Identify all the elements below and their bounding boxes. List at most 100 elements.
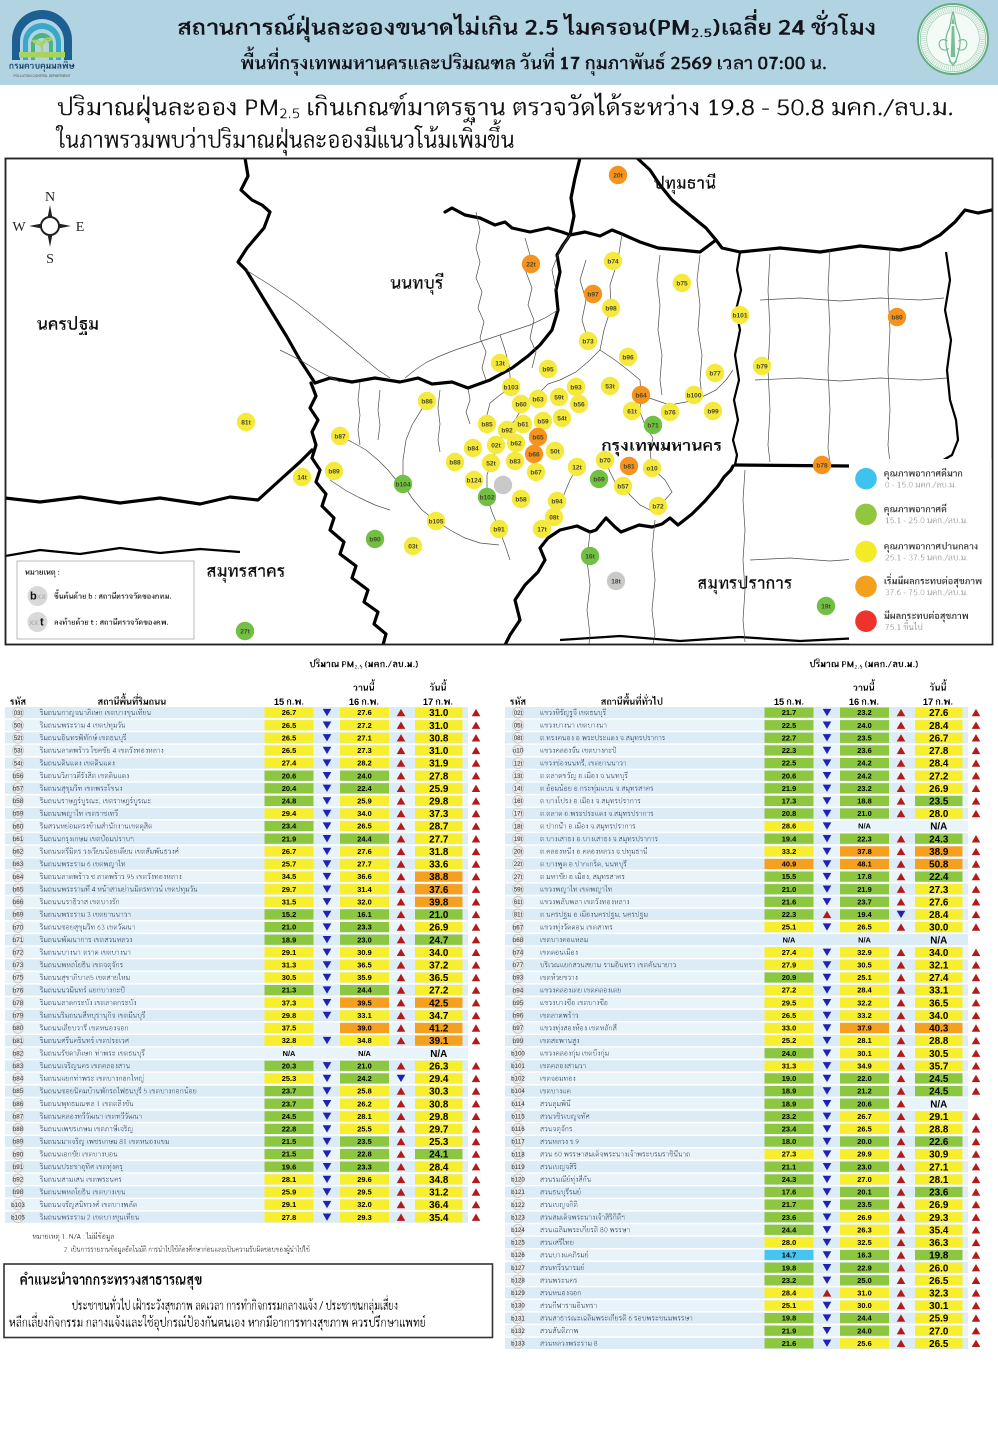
- svg-text:23.4: 23.4: [782, 1125, 797, 1134]
- svg-text:15: 15: [274, 697, 284, 707]
- svg-text:b59: b59: [13, 811, 24, 818]
- svg-text:48.1: 48.1: [857, 860, 871, 869]
- svg-text:27.3: 27.3: [929, 885, 949, 896]
- svg-text:23.2: 23.2: [857, 784, 871, 793]
- svg-text:20t: 20t: [613, 172, 623, 179]
- svg-text:16.1: 16.1: [357, 910, 371, 919]
- svg-text:b63: b63: [532, 396, 544, 403]
- svg-text:b78: b78: [816, 462, 828, 469]
- svg-text:19t: 19t: [514, 836, 523, 843]
- svg-text:b104: b104: [511, 1088, 525, 1095]
- svg-text:b101: b101: [732, 312, 747, 319]
- svg-text:24.4: 24.4: [357, 834, 372, 843]
- svg-text:N/A: N/A: [930, 822, 947, 833]
- svg-text:19.8: 19.8: [929, 1251, 949, 1262]
- svg-text:20.0: 20.0: [857, 1137, 871, 1146]
- svg-text:20.6: 20.6: [782, 771, 796, 780]
- svg-text:24.8: 24.8: [282, 797, 296, 806]
- svg-text:33.0: 33.0: [782, 1024, 796, 1033]
- svg-text:b67: b67: [530, 469, 542, 476]
- svg-text:b71: b71: [647, 422, 659, 429]
- svg-text:b57: b57: [617, 483, 629, 490]
- svg-text:36.3: 36.3: [929, 1238, 949, 1249]
- svg-text:27.4: 27.4: [282, 759, 297, 768]
- svg-text:32.0: 32.0: [357, 897, 371, 906]
- svg-text:b76: b76: [13, 987, 24, 994]
- svg-text:22.3: 22.3: [782, 910, 796, 919]
- svg-text:29.9: 29.9: [857, 1150, 871, 1159]
- svg-text:23.6: 23.6: [929, 1188, 949, 1199]
- svg-text:33.6: 33.6: [429, 860, 449, 871]
- svg-text:26.5: 26.5: [857, 1125, 871, 1134]
- svg-text:b75: b75: [13, 975, 24, 982]
- svg-text:23.2: 23.2: [782, 1112, 796, 1121]
- svg-text:35.4: 35.4: [429, 1213, 449, 1224]
- svg-text:b86: b86: [421, 398, 433, 405]
- svg-text:b98: b98: [605, 305, 617, 312]
- svg-text:14t: 14t: [297, 474, 307, 481]
- svg-text:26.5: 26.5: [857, 923, 871, 932]
- svg-text:17: 17: [423, 697, 433, 707]
- svg-text:08t: 08t: [514, 735, 523, 742]
- svg-text:27.8: 27.8: [429, 771, 449, 782]
- svg-text:36.5: 36.5: [929, 998, 949, 1009]
- svg-text:b61: b61: [13, 836, 24, 843]
- svg-text:24.2: 24.2: [857, 759, 871, 768]
- svg-text:27.1: 27.1: [357, 733, 371, 742]
- svg-text:24.0: 24.0: [857, 721, 871, 730]
- svg-text:19.8: 19.8: [782, 1314, 796, 1323]
- svg-text:29.1: 29.1: [282, 948, 296, 957]
- svg-text:b80: b80: [13, 1025, 24, 1032]
- svg-text:41.2: 41.2: [429, 1024, 449, 1035]
- svg-text:24.0: 24.0: [782, 1049, 796, 1058]
- svg-text:35.9: 35.9: [357, 973, 371, 982]
- svg-text:59t: 59t: [514, 886, 523, 893]
- svg-text:b101: b101: [511, 1063, 525, 1070]
- svg-text:39.8: 39.8: [429, 897, 449, 908]
- svg-text:b81: b81: [13, 1038, 24, 1045]
- svg-text:b99: b99: [707, 408, 719, 415]
- svg-text:59t: 59t: [554, 394, 564, 401]
- svg-text:b62: b62: [510, 440, 522, 447]
- svg-text:b103: b103: [503, 384, 518, 391]
- svg-text:xx: xx: [37, 591, 47, 601]
- svg-text:25.6: 25.6: [857, 1339, 871, 1348]
- svg-text:21.0: 21.0: [282, 923, 296, 932]
- svg-text:33.1: 33.1: [929, 986, 949, 997]
- svg-text:25.1: 25.1: [782, 1301, 796, 1310]
- svg-text:28.4: 28.4: [782, 1289, 797, 1298]
- svg-text:28.1: 28.1: [857, 1036, 871, 1045]
- svg-text:b84: b84: [467, 445, 479, 452]
- svg-text:N/A: N/A: [858, 935, 871, 944]
- svg-text:N/A: N/A: [858, 822, 871, 831]
- svg-text:b118: b118: [511, 1151, 525, 1158]
- svg-text:37.9: 37.9: [857, 1024, 871, 1033]
- svg-text:b68: b68: [513, 937, 524, 944]
- svg-text:b97: b97: [513, 1025, 524, 1032]
- svg-text:20.6: 20.6: [282, 771, 296, 780]
- svg-text:24.3: 24.3: [929, 834, 949, 845]
- svg-text:21.9: 21.9: [782, 784, 796, 793]
- svg-text:b63: b63: [13, 861, 24, 868]
- svg-text:28.8: 28.8: [929, 1125, 949, 1136]
- svg-text:27.0: 27.0: [929, 1326, 949, 1337]
- svg-text:24.0: 24.0: [857, 1326, 871, 1335]
- svg-text:25.3: 25.3: [429, 1137, 449, 1148]
- svg-text:b122: b122: [511, 1202, 525, 1209]
- svg-text:26.3: 26.3: [857, 1225, 871, 1234]
- svg-text:b74: b74: [607, 258, 619, 265]
- svg-text:b77: b77: [513, 962, 524, 969]
- svg-text:35.7: 35.7: [929, 1061, 949, 1072]
- svg-text:36.6: 36.6: [357, 872, 371, 881]
- svg-text:36.5: 36.5: [357, 961, 371, 970]
- svg-text:34.0: 34.0: [929, 1011, 949, 1022]
- svg-text:32.3: 32.3: [929, 1289, 949, 1300]
- svg-text:27.9: 27.9: [782, 961, 796, 970]
- svg-text:b105: b105: [11, 1214, 25, 1221]
- svg-text:17.3: 17.3: [782, 797, 796, 806]
- svg-text:b86: b86: [13, 1101, 24, 1108]
- svg-text:N/A: N/A: [930, 1099, 947, 1110]
- svg-text:27.8: 27.8: [282, 1213, 296, 1222]
- svg-text:25.8: 25.8: [357, 1087, 371, 1096]
- svg-text:23.7: 23.7: [857, 897, 871, 906]
